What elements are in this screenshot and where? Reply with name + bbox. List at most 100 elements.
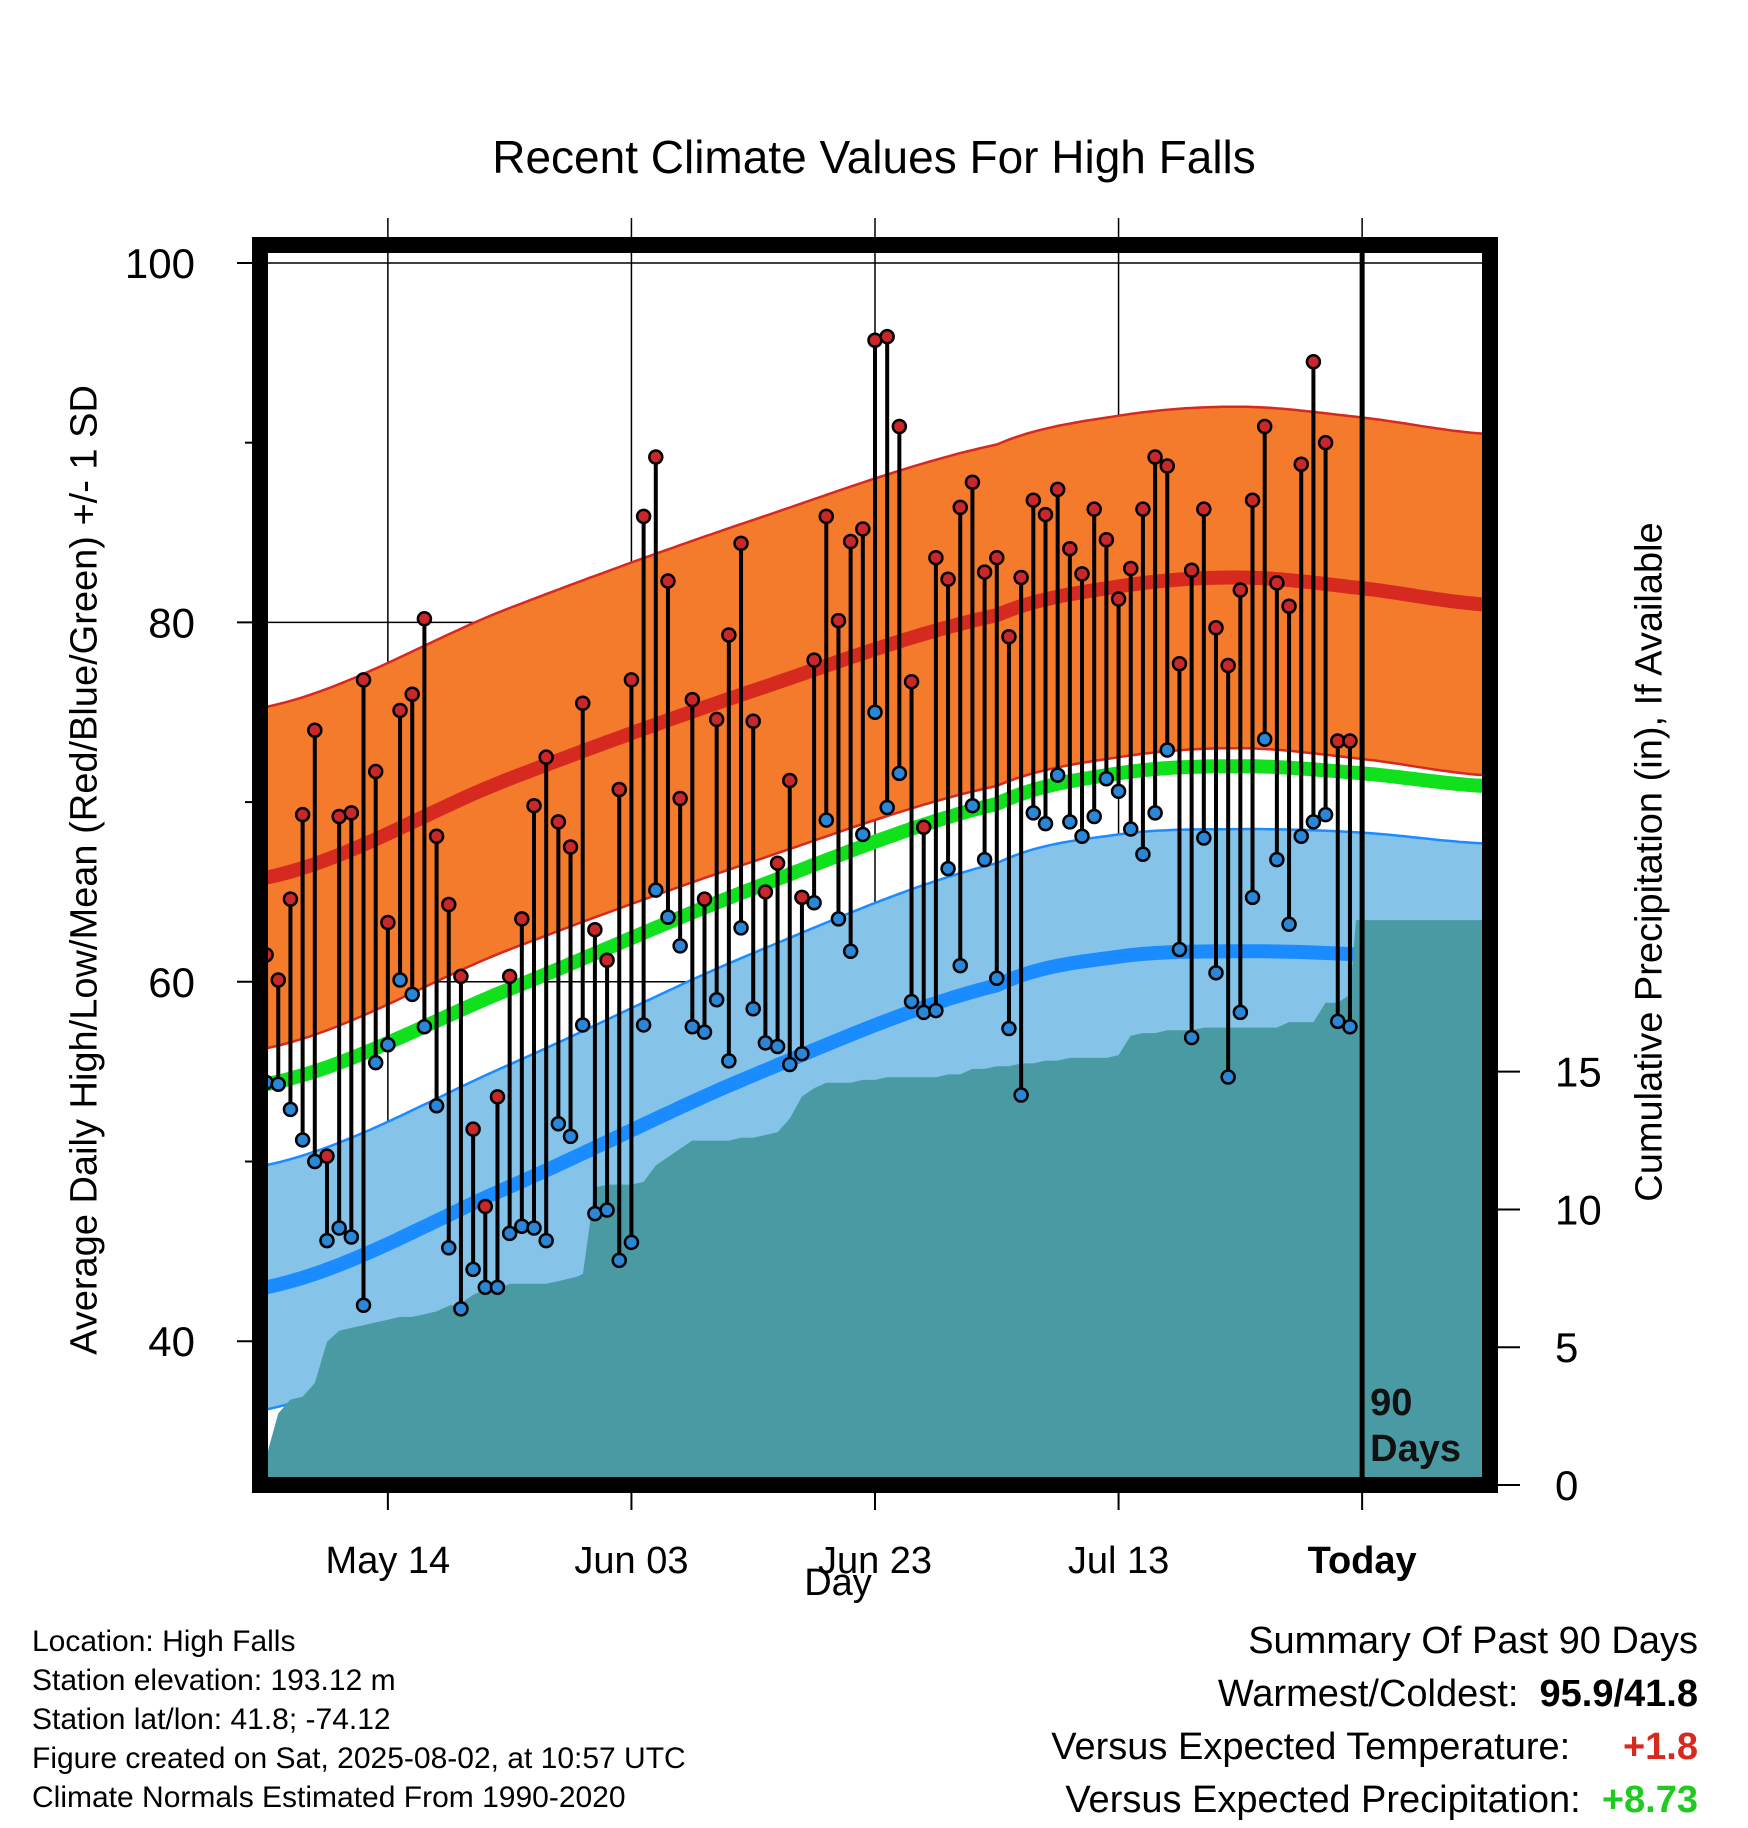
daily-low-point bbox=[1074, 828, 1090, 844]
daily-high-point bbox=[1159, 458, 1176, 474]
daily-low-point bbox=[441, 1240, 457, 1256]
y2-tick-label: 10 bbox=[1555, 1186, 1602, 1233]
daily-high-point bbox=[1305, 354, 1322, 370]
normal-mean-line bbox=[264, 759, 1485, 1092]
daily-low-point bbox=[1049, 767, 1066, 783]
precipitation-area bbox=[266, 920, 1484, 1485]
daily-low-point bbox=[1001, 1020, 1017, 1037]
daily-low-point bbox=[672, 938, 688, 954]
y2-axis-label: Cumulative Precipitation (in), If Availa… bbox=[1628, 522, 1671, 1202]
daily-high-point bbox=[501, 968, 518, 985]
daily-low-point bbox=[623, 1234, 640, 1251]
daily-high-point bbox=[964, 474, 981, 490]
daily-low-point bbox=[1256, 731, 1273, 747]
x-tick-label: Today bbox=[1308, 1540, 1417, 1582]
daily-low-point bbox=[1098, 770, 1115, 787]
daily-low-point bbox=[1305, 814, 1322, 830]
daily-high-point bbox=[1135, 501, 1151, 517]
daily-high-point bbox=[416, 611, 433, 627]
footer-latlon: Station lat/lon: 41.8; -74.12 bbox=[32, 1703, 391, 1736]
daily-high-point bbox=[648, 449, 664, 465]
daily-low-point bbox=[952, 957, 968, 974]
temp-value: +1.8 bbox=[1622, 1726, 1698, 1768]
daily-high-point bbox=[1049, 481, 1066, 498]
footer-created: Figure created on Sat, 2025-08-02, at 10… bbox=[32, 1742, 686, 1775]
daily-low-point bbox=[380, 1036, 396, 1053]
daily-high-point bbox=[587, 921, 603, 938]
daily-low-point bbox=[660, 909, 676, 925]
daily-low-point bbox=[964, 797, 981, 814]
daily-high-point bbox=[903, 673, 920, 690]
daily-high-point bbox=[745, 713, 761, 729]
axes: 40 60 80 100 0 5 10 15 May 14 Jun 03 Jun 23 Jul 13 T… bbox=[125, 240, 1602, 1582]
daily-low-point bbox=[1183, 1029, 1200, 1046]
daily-high-point bbox=[1281, 598, 1297, 614]
summary-precipitation: Versus Expected Precipitation: +8.73 bbox=[1065, 1779, 1698, 1822]
daily-low-point bbox=[538, 1232, 554, 1249]
daily-high-point bbox=[477, 1198, 494, 1215]
daily-high-point bbox=[1122, 560, 1139, 577]
daily-low-point bbox=[453, 1301, 469, 1317]
y-tick-label: 80 bbox=[148, 599, 195, 646]
daily-high-point bbox=[355, 672, 372, 688]
daily-high-point bbox=[708, 711, 725, 728]
daily-low-point bbox=[392, 972, 408, 988]
daily-high-point bbox=[599, 952, 615, 968]
daily-high-point bbox=[757, 884, 774, 900]
daily-low-point bbox=[514, 1218, 530, 1234]
daily-low-point bbox=[1330, 1013, 1346, 1030]
daily-low-point bbox=[611, 1252, 628, 1269]
daily-low-point bbox=[1086, 808, 1102, 825]
daily-high-point bbox=[1001, 629, 1017, 645]
daily-low-point bbox=[343, 1229, 360, 1245]
y2-tick-label: 0 bbox=[1555, 1462, 1578, 1509]
x-tick-label: May 14 bbox=[326, 1540, 451, 1582]
daily-high-point bbox=[489, 1089, 506, 1105]
daily-high-point bbox=[465, 1121, 481, 1137]
x-axis-label: Day bbox=[804, 1562, 872, 1604]
daily-high-point bbox=[721, 627, 737, 643]
daily-low-point bbox=[1317, 806, 1334, 823]
daily-high-point bbox=[294, 806, 311, 823]
daily-low-point bbox=[830, 911, 847, 927]
daily-low-point bbox=[940, 860, 956, 877]
daily-high-point bbox=[392, 702, 408, 719]
daily-high-point bbox=[428, 828, 445, 844]
daily-low-point bbox=[928, 1002, 944, 1019]
daily-high-point bbox=[1110, 591, 1127, 607]
daily-low-point bbox=[1171, 941, 1188, 958]
daily-high-point bbox=[404, 686, 420, 703]
precip-value: +8.73 bbox=[1601, 1779, 1698, 1821]
today-marker-label: 90 Days bbox=[1370, 1382, 1461, 1470]
footer-elevation: Station elevation: 193.12 m bbox=[32, 1664, 396, 1697]
daily-low-point bbox=[733, 920, 749, 936]
daily-high-point bbox=[879, 328, 895, 345]
daily-high-point bbox=[1171, 655, 1188, 672]
daily-low-point bbox=[989, 970, 1005, 986]
warm-cold-label: Warmest/Coldest: bbox=[1217, 1673, 1519, 1715]
daily-high-point bbox=[1317, 434, 1334, 451]
daily-low-point bbox=[1244, 889, 1261, 906]
daily-low-point bbox=[903, 993, 920, 1010]
daily-high-point bbox=[976, 564, 993, 580]
today-marker-label-line: Days bbox=[1370, 1428, 1461, 1470]
daily-low-point bbox=[891, 765, 908, 782]
daily-high-point bbox=[940, 571, 956, 588]
daily-high-point bbox=[1086, 501, 1102, 517]
daily-high-point bbox=[952, 499, 968, 516]
daily-high-point bbox=[855, 521, 871, 537]
daily-high-point bbox=[818, 508, 835, 525]
daily-low-point bbox=[842, 943, 859, 960]
daily-low-point bbox=[367, 1054, 384, 1071]
daily-high-point bbox=[562, 839, 579, 855]
daily-high-point bbox=[672, 790, 688, 807]
y2-tick-label: 5 bbox=[1555, 1324, 1578, 1371]
daily-high-point bbox=[307, 722, 323, 738]
daily-low-point bbox=[1122, 821, 1139, 837]
daily-high-point bbox=[660, 573, 676, 589]
daily-high-point bbox=[635, 508, 652, 525]
daily-low-point bbox=[1159, 742, 1176, 758]
footer-normals: Climate Normals Estimated From 1990-2020 bbox=[32, 1781, 626, 1814]
daily-low-point bbox=[574, 1017, 591, 1033]
summary-heading: Summary Of Past 90 Days bbox=[1248, 1620, 1698, 1662]
